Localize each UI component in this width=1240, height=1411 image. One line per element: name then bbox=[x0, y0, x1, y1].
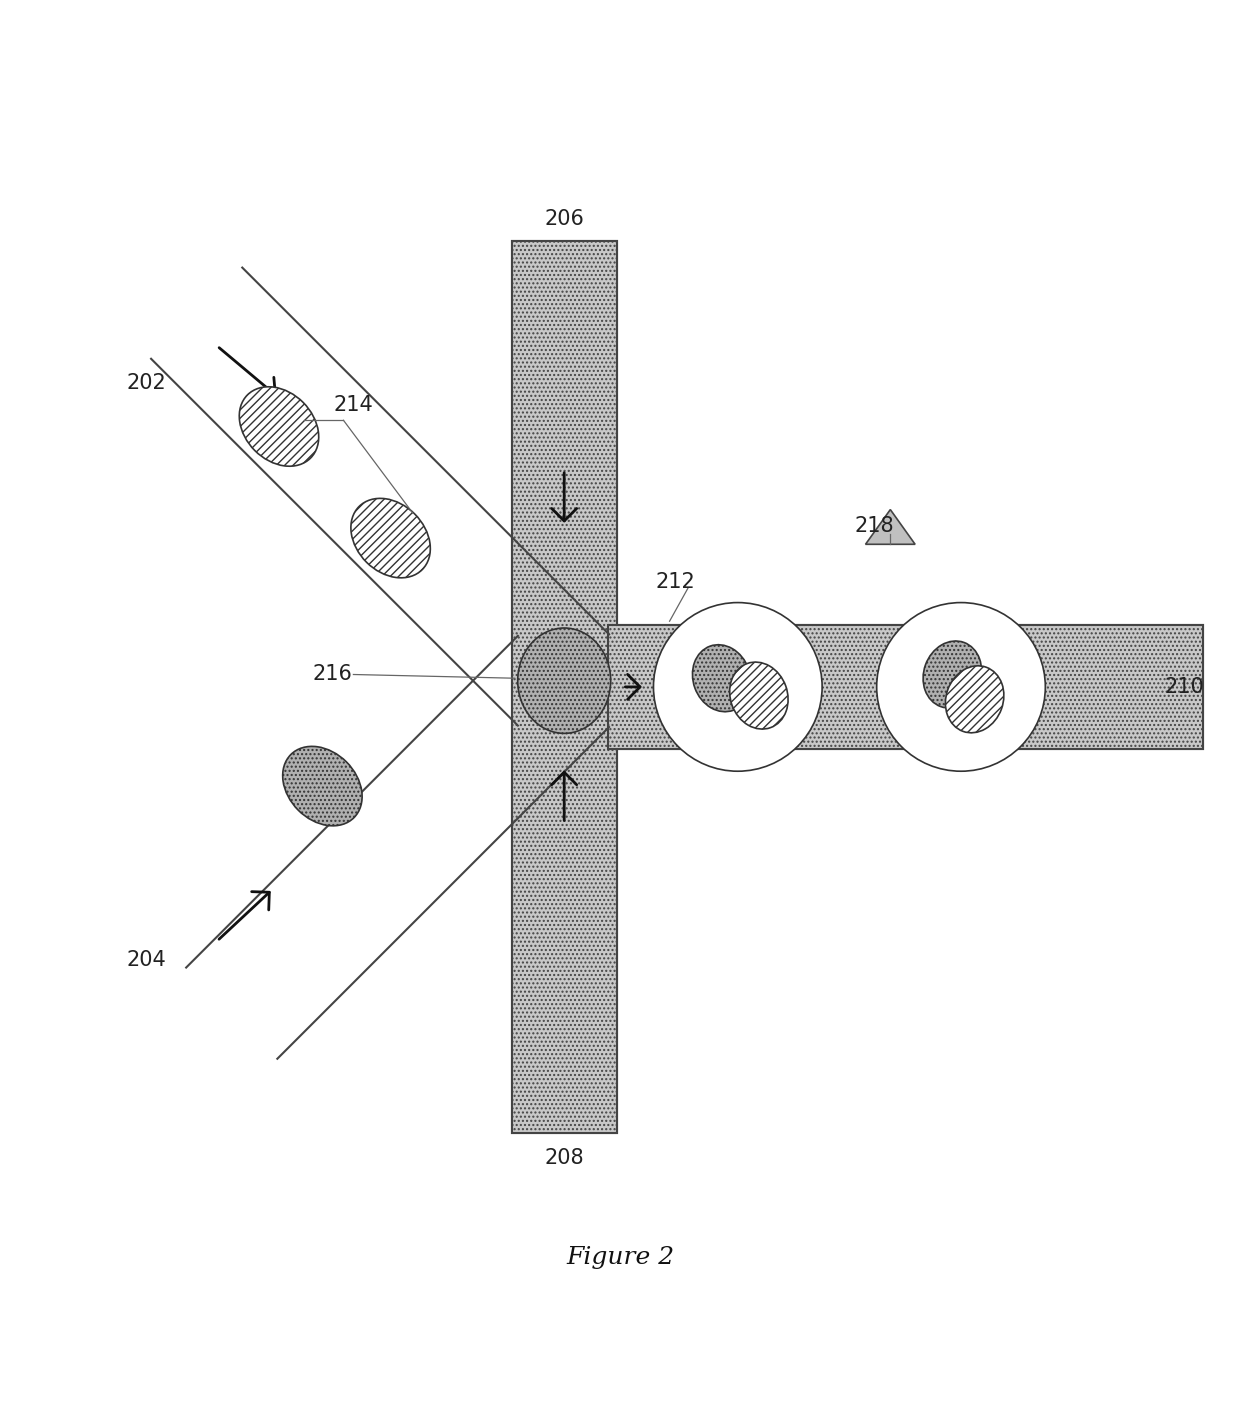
Bar bbox=[512, 240, 618, 1133]
Bar bbox=[608, 625, 1203, 749]
Text: 216: 216 bbox=[312, 665, 352, 684]
Text: 204: 204 bbox=[126, 950, 166, 969]
Text: Figure 2: Figure 2 bbox=[565, 1246, 675, 1268]
Ellipse shape bbox=[518, 628, 611, 734]
Ellipse shape bbox=[923, 641, 982, 708]
Ellipse shape bbox=[351, 498, 430, 579]
Ellipse shape bbox=[945, 666, 1004, 732]
Bar bbox=[512, 240, 618, 1133]
Polygon shape bbox=[866, 509, 915, 545]
Text: 212: 212 bbox=[656, 571, 696, 591]
Text: 214: 214 bbox=[334, 395, 373, 415]
Ellipse shape bbox=[239, 387, 319, 466]
Ellipse shape bbox=[351, 498, 430, 579]
Text: 218: 218 bbox=[854, 515, 894, 536]
Ellipse shape bbox=[945, 666, 1004, 732]
Circle shape bbox=[653, 602, 822, 772]
Ellipse shape bbox=[283, 746, 362, 825]
Ellipse shape bbox=[729, 662, 789, 729]
Bar bbox=[608, 625, 1203, 749]
Ellipse shape bbox=[729, 662, 789, 729]
Ellipse shape bbox=[692, 645, 751, 711]
Text: 202: 202 bbox=[126, 373, 166, 394]
Ellipse shape bbox=[518, 628, 611, 734]
Ellipse shape bbox=[692, 645, 751, 711]
Ellipse shape bbox=[239, 387, 319, 466]
Circle shape bbox=[877, 602, 1045, 772]
Text: 208: 208 bbox=[544, 1149, 584, 1168]
Ellipse shape bbox=[283, 746, 362, 825]
Text: 210: 210 bbox=[1164, 677, 1204, 697]
Text: 206: 206 bbox=[544, 209, 584, 230]
Ellipse shape bbox=[923, 641, 982, 708]
